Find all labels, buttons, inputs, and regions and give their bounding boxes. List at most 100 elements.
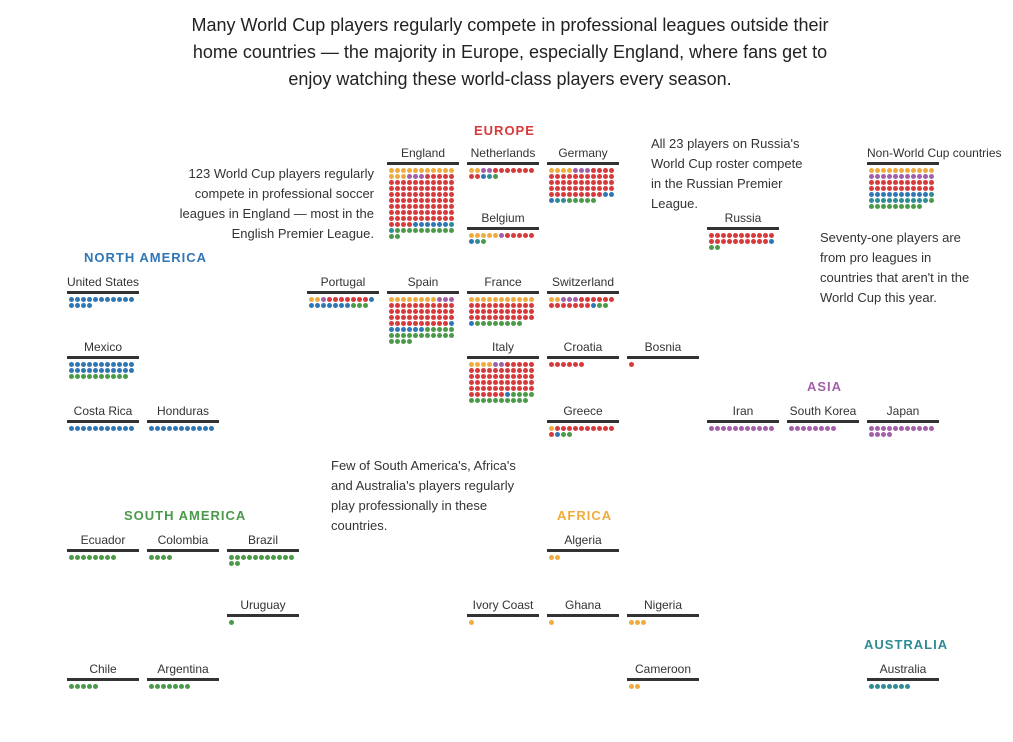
country-england: England (387, 146, 459, 240)
player-dot-europe (529, 362, 534, 367)
player-dot-north-america (407, 327, 412, 332)
player-dots (547, 423, 619, 438)
player-dot-south-america (431, 228, 436, 233)
player-dot-south-america (229, 620, 234, 625)
player-dot-europe (425, 174, 430, 179)
player-dot-europe (449, 180, 454, 185)
player-dot-europe (407, 210, 412, 215)
player-dot-south-america (87, 374, 92, 379)
player-dot-europe (523, 168, 528, 173)
player-dot-australia (561, 198, 566, 203)
player-dot-africa (641, 620, 646, 625)
player-dot-europe (917, 186, 922, 191)
player-dot-europe (401, 315, 406, 320)
player-dot-europe (715, 233, 720, 238)
player-dot-europe (899, 186, 904, 191)
player-dot-europe (401, 186, 406, 191)
player-dot-europe (517, 315, 522, 320)
player-dot-north-america (105, 362, 110, 367)
country-label: Colombia (147, 533, 219, 552)
player-dot-north-america (905, 192, 910, 197)
player-dot-north-america (75, 303, 80, 308)
player-dot-north-america (327, 303, 332, 308)
player-dot-europe (493, 168, 498, 173)
player-dot-europe (591, 297, 596, 302)
player-dots (227, 552, 299, 567)
player-dot-asia (911, 174, 916, 179)
player-dot-north-america (87, 303, 92, 308)
player-dot-south-america (487, 398, 492, 403)
player-dot-south-america (235, 561, 240, 566)
player-dot-south-america (437, 333, 442, 338)
player-dot-europe (875, 186, 880, 191)
player-dot-south-america (395, 333, 400, 338)
player-dot-asia (881, 426, 886, 431)
country-non-world-cup-countries: Non-World Cup countries (867, 146, 1002, 210)
player-dot-south-america (475, 321, 480, 326)
player-dot-europe (437, 174, 442, 179)
player-dot-south-america (75, 555, 80, 560)
player-dot-africa (555, 168, 560, 173)
player-dot-south-america (493, 321, 498, 326)
player-dots (547, 552, 619, 561)
player-dot-north-america (469, 239, 474, 244)
player-dot-europe (505, 309, 510, 314)
player-dot-north-america (123, 368, 128, 373)
player-dot-europe (529, 168, 534, 173)
player-dot-europe (573, 174, 578, 179)
player-dot-asia (763, 426, 768, 431)
player-dot-europe (327, 297, 332, 302)
player-dot-europe (499, 315, 504, 320)
player-dot-south-america (597, 303, 602, 308)
player-dot-north-america (875, 192, 880, 197)
player-dot-europe (573, 192, 578, 197)
player-dot-south-america (105, 555, 110, 560)
player-dot-europe (591, 186, 596, 191)
player-dot-europe (449, 204, 454, 209)
player-dot-europe (763, 239, 768, 244)
player-dot-asia (869, 432, 874, 437)
player-dot-europe (499, 380, 504, 385)
player-dot-europe (585, 180, 590, 185)
player-dot-north-america (161, 426, 166, 431)
note-england: 123 World Cup players regularly compete … (179, 166, 374, 241)
player-dots (867, 681, 939, 690)
player-dot-asia (881, 432, 886, 437)
player-dot-south-america (81, 374, 86, 379)
player-dot-europe (449, 192, 454, 197)
note-russia: All 23 players on Russia's World Cup ros… (651, 136, 803, 211)
player-dot-africa (887, 168, 892, 173)
country-label: Uruguay (227, 598, 299, 617)
player-dot-north-america (111, 426, 116, 431)
player-dot-north-america (469, 321, 474, 326)
player-dot-north-america (413, 222, 418, 227)
player-dot-europe (401, 180, 406, 185)
country-brazil: Brazil (227, 533, 299, 567)
player-dot-south-america (469, 398, 474, 403)
player-dot-europe (561, 186, 566, 191)
player-dot-europe (407, 192, 412, 197)
player-dot-africa (395, 297, 400, 302)
player-dots (467, 165, 539, 180)
player-dot-north-america (69, 426, 74, 431)
player-dot-asia (715, 426, 720, 431)
player-dot-asia (807, 426, 812, 431)
player-dot-europe (481, 392, 486, 397)
player-dot-australia (869, 684, 874, 689)
player-dot-europe (499, 168, 504, 173)
player-dot-europe (511, 368, 516, 373)
player-dot-australia (555, 198, 560, 203)
player-dot-africa (917, 168, 922, 173)
player-dot-south-america (185, 684, 190, 689)
player-dot-africa (529, 297, 534, 302)
player-dot-europe (505, 303, 510, 308)
player-dot-south-america (395, 234, 400, 239)
player-dot-europe (511, 362, 516, 367)
player-dot-africa (401, 297, 406, 302)
country-switzerland: Switzerland (547, 275, 619, 309)
player-dot-north-america (81, 426, 86, 431)
player-dot-europe (629, 362, 634, 367)
player-dot-europe (887, 186, 892, 191)
player-dot-africa (431, 297, 436, 302)
player-dot-north-america (203, 426, 208, 431)
